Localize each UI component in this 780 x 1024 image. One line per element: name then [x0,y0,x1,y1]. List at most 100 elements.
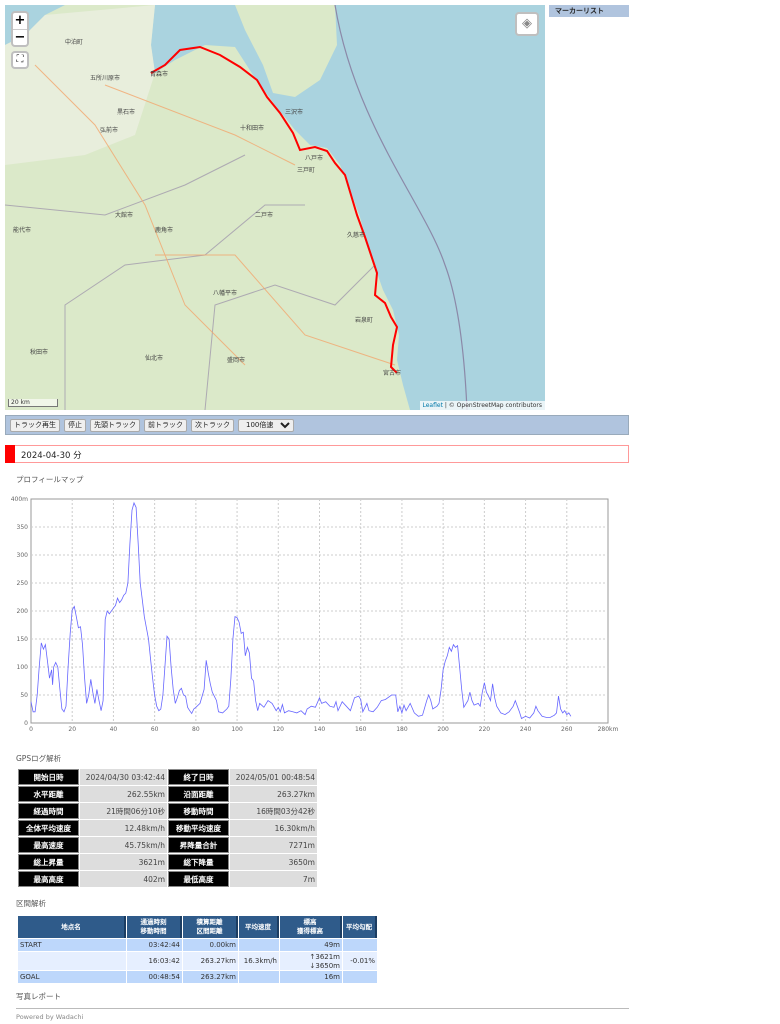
map-label: 鹿角市 [155,227,174,234]
x-tick-label: 160 [355,726,367,733]
stats-row: 開始日時 2024/04/30 03:42:44 終了日時 2024/05/01 00… [18,769,317,785]
x-tick-label: 20 [68,726,76,733]
stat-label: 移動平均速度 [168,820,229,836]
stats-row: 最高速度 45.75km/h 昇降量合計 7271m [18,837,317,853]
stat-value: 45.75km/h [80,837,167,853]
photo-report-title: 写真レポート [16,992,61,1001]
y-tick-label: 300 [17,552,29,559]
stat-value: 21時間06分10秒 [80,803,167,819]
speed-select[interactable]: 100倍速 [238,418,294,432]
map-label: 三戸町 [297,167,316,174]
map-label: 岩泉町 [355,317,374,324]
y-tick-label: 50 [20,692,28,699]
stat-value: 7271m [230,837,317,853]
section-row: GOAL 00:48:54 263.27km 16m [18,971,377,983]
section-cell: 03:42:44 [127,939,182,951]
map-label: 盛岡市 [227,357,246,364]
map-label: 弘前市 [100,127,119,134]
stat-label: 沿面距離 [168,786,229,802]
y-tick-label: 150 [17,636,29,643]
section-cell [18,952,126,970]
y-tick-label: 250 [17,580,29,587]
x-tick-label: 280km [598,726,619,733]
layers-icon: ◈ [522,16,532,31]
stat-value: 12.48km/h [80,820,167,836]
stop-button[interactable]: 停止 [64,418,86,432]
stats-row: 水平距離 262.55km 沿面距離 263.27km [18,786,317,802]
x-tick-label: 60 [151,726,159,733]
next-track-button[interactable]: 次トラック [191,418,234,432]
stat-label: 総下降量 [168,854,229,870]
section-cell [239,939,279,951]
track-toolbar: トラック再生 停止 先頭トラック 前トラック 次トラック 100倍速 [5,415,629,435]
stat-label: 総上昇量 [18,854,79,870]
map[interactable]: 五所川原市 弘前市 黒石市 青森市 十和田市 三沢市 八戸市 久慈市 岩泉町 宮… [5,5,545,410]
section-header: 通過時刻 移動時間 [127,916,182,938]
section-header: 標高 獲得標高 [280,916,342,938]
section-cell: ↑3621m ↓3650m [280,952,347,970]
x-tick-label: 200 [437,726,449,733]
section-row: START 03:42:44 0.00km 49m [18,939,377,951]
map-label: 仙北市 [145,355,164,362]
x-tick-label: 100 [231,726,243,733]
section-title: 区間解析 [16,899,46,908]
leaflet-link[interactable]: Leaflet [422,402,443,409]
map-label: 八幡平市 [213,290,238,297]
stat-label: 全体平均速度 [18,820,79,836]
map-tiles [5,5,468,410]
stats-row: 総上昇量 3621m 総下降量 3650m [18,854,317,870]
map-scale: 20 km [8,399,58,407]
map-label: 二戸市 [255,212,274,219]
map-label: 五所川原市 [90,75,121,82]
section-cell: 263.27km [183,971,238,983]
map-label: 秋田市 [30,349,49,356]
zoom-control: + − [11,11,29,47]
stat-value: 3621m [80,854,167,870]
layers-button[interactable]: ◈ [515,12,539,36]
zoom-in-button[interactable]: + [13,13,27,30]
stat-value: 402m [80,871,167,887]
map-label: 久慈市 [347,232,366,239]
y-tick-label: 400m [11,496,28,503]
stats-row: 経過時間 21時間06分10秒 移動時間 16時間03分42秒 [18,803,317,819]
stats-row: 最高高度 402m 最低高度 7m [18,871,317,887]
stat-label: 最高速度 [18,837,79,853]
x-tick-label: 140 [314,726,326,733]
section-cell: 263.27km [183,952,238,970]
section-cell: -0.01% [343,952,377,970]
stat-label: 経過時間 [18,803,79,819]
map-label: 中泊町 [65,39,84,46]
section-table: 地点名 通過時刻 移動時間 積算距離 区間距離 平均速度 標高 獲得標高 平均勾配 START 03… [17,915,378,984]
section-cell: 16.3km/h [239,952,279,970]
gps-stats-table: 開始日時 2024/04/30 03:42:44 終了日時 2024/05/01 00… [17,768,318,888]
stat-value: 263.27km [230,786,317,802]
map-attribution: Leaflet | © OpenStreetMap contributors [419,401,545,410]
first-track-button[interactable]: 先頭トラック [90,418,140,432]
stats-row: 全体平均速度 12.48km/h 移動平均速度 16.30km/h [18,820,317,836]
fullscreen-button[interactable]: ⛶ [11,51,29,69]
elevation-chart: 0 20 40 60 80 100 120 140 160 180 200 220 240 260 280k… [11,496,619,733]
route-line [150,45,399,374]
x-tick-label: 260 [561,726,573,733]
stat-label: 最低高度 [168,871,229,887]
y-tick-label: 350 [17,524,29,531]
stat-label: 最高高度 [18,871,79,887]
section-cell [239,971,279,983]
x-tick-label: 240 [520,726,532,733]
marker-list-header: マーカーリスト [549,5,629,17]
section-cell [343,939,377,951]
section-cell: 16m [280,971,342,983]
profile-title: プロフィールマップ [16,475,84,484]
map-label: 青森市 [150,71,169,78]
play-track-button[interactable]: トラック再生 [10,418,60,432]
y-tick-label: 0 [24,720,28,727]
stat-value: 7m [230,871,317,887]
prev-track-button[interactable]: 前トラック [144,418,187,432]
stat-label: 水平距離 [18,786,79,802]
section-cell: START [18,939,126,951]
powered-by: Powered by Wadachi [16,1013,84,1021]
stat-value: 262.55km [80,786,167,802]
stat-value: 2024/04/30 03:42:44 [80,769,167,785]
stat-value: 16時間03分42秒 [230,803,317,819]
zoom-out-button[interactable]: − [14,30,26,45]
